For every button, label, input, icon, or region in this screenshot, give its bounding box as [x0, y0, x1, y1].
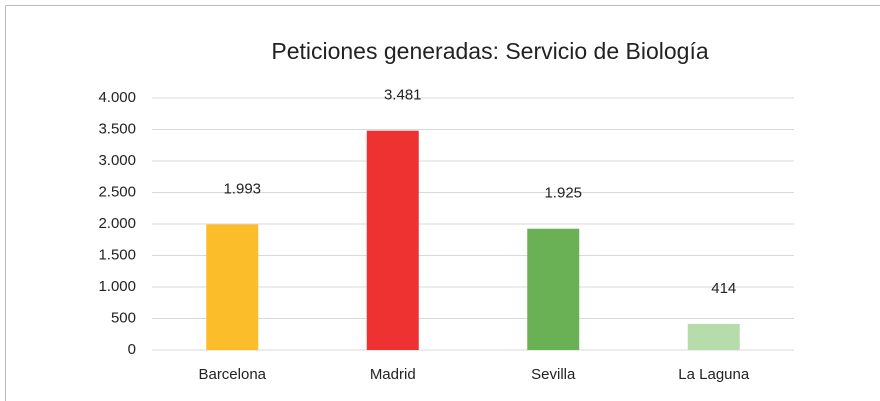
y-tick-label: 1.000	[98, 278, 136, 295]
y-tick-label: 2.500	[98, 183, 136, 200]
data-label: 414	[711, 280, 736, 297]
data-label: 1.993	[223, 180, 261, 197]
x-tick-label: Barcelona	[198, 366, 266, 383]
y-tick-label: 1.500	[98, 246, 136, 263]
y-tick-label: 2.000	[98, 215, 136, 232]
x-tick-label: Madrid	[370, 366, 416, 383]
y-tick-label: 3.500	[98, 120, 136, 137]
x-tick-label: Sevilla	[531, 366, 576, 383]
bar	[206, 224, 259, 350]
data-label: 1.925	[544, 185, 582, 202]
x-tick-label: La Laguna	[678, 366, 750, 383]
bar	[527, 228, 580, 350]
y-tick-label: 500	[111, 309, 136, 326]
chart-title: Peticiones generadas: Servicio de Biolog…	[271, 38, 708, 64]
y-tick-label: 0	[128, 341, 136, 358]
data-label: 3.481	[384, 87, 422, 104]
bar	[366, 130, 419, 350]
y-tick-label: 3.000	[98, 152, 136, 169]
bar	[687, 323, 740, 350]
y-tick-label: 4.000	[98, 89, 136, 106]
